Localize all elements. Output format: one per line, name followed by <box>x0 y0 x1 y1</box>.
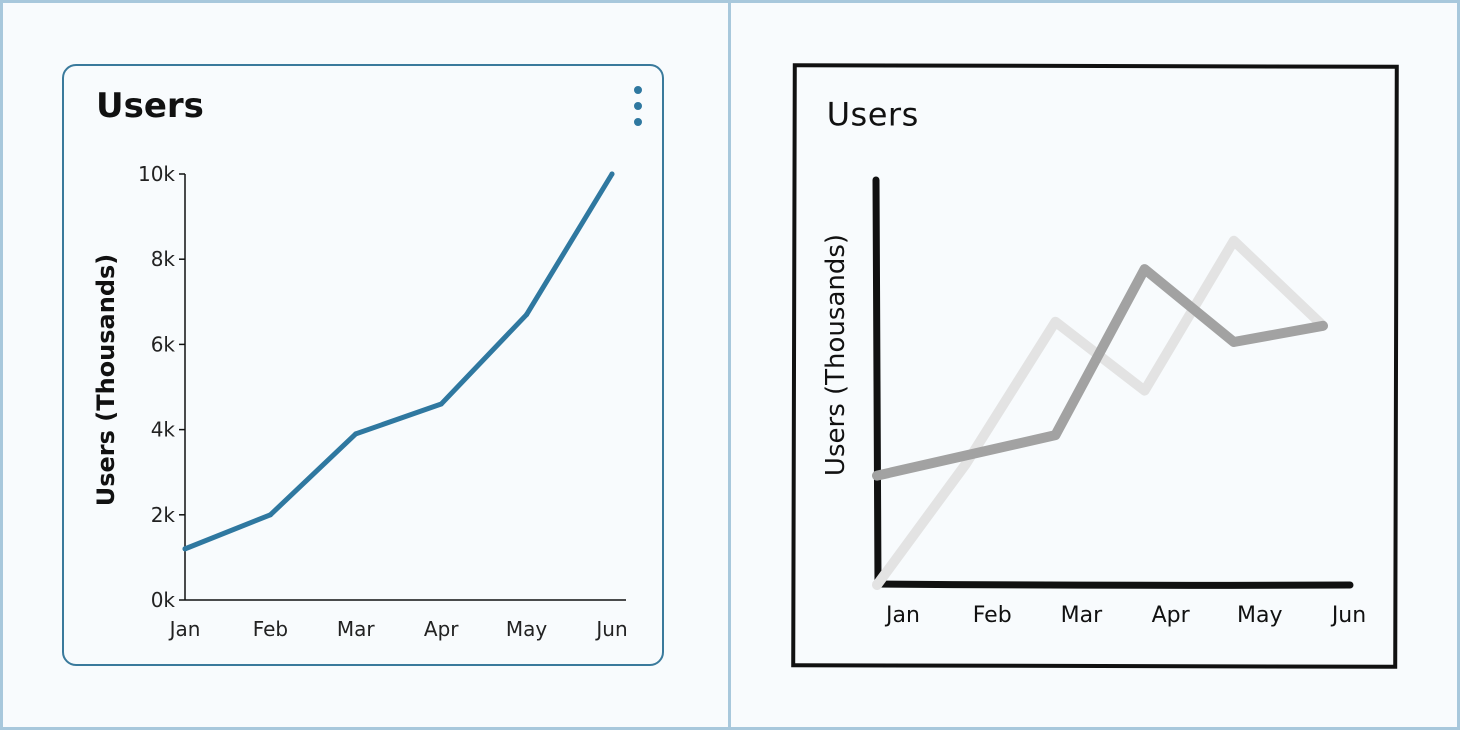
users-chart-card: Users <box>62 64 664 666</box>
sketch-x-tick-label: Mar <box>1061 603 1103 628</box>
sketch-x-tick-label: Jan <box>884 603 920 628</box>
data-point <box>267 512 273 518</box>
x-tick-label: Feb <box>253 617 288 641</box>
x-tick-label: Jan <box>168 617 201 641</box>
data-point <box>524 312 530 318</box>
menu-dot <box>634 118 642 126</box>
x-tick-label: Mar <box>337 617 376 641</box>
series-line <box>182 171 615 552</box>
y-tick-label: 2k <box>151 503 176 527</box>
data-point <box>438 401 444 407</box>
sketch-x-tick-label: Jun <box>1330 603 1366 628</box>
sketch-x-tick-label: Apr <box>1152 603 1191 628</box>
y-axis-label: Users (Thousands) <box>92 254 120 507</box>
x-tick-label: Jun <box>594 617 627 641</box>
y-tick-label: 8k <box>151 247 176 271</box>
data-point <box>353 431 359 437</box>
y-tick-label: 4k <box>151 418 176 442</box>
y-tick-label: 0k <box>151 588 176 612</box>
chart-title: Users <box>96 86 204 126</box>
x-tick-label: Apr <box>424 617 459 641</box>
menu-dot <box>634 86 642 94</box>
sketch-series-line <box>872 264 1328 481</box>
x-tick-label: May <box>506 617 548 641</box>
sketch-x-tick-label: Feb <box>973 603 1012 628</box>
vertical-ellipsis-icon[interactable] <box>630 84 646 128</box>
y-tick-label: 10k <box>138 162 175 186</box>
data-point <box>609 171 615 177</box>
sketch-y-axis <box>872 176 882 589</box>
sketch-series-line <box>872 235 1328 590</box>
data-point <box>182 546 188 552</box>
sketch-y-axis-label: Users (Thousands) <box>821 234 851 476</box>
sketch-x-tick-label: May <box>1237 603 1282 628</box>
panel-divider <box>728 0 731 730</box>
sketch-x-axis <box>872 580 1354 589</box>
y-tick-label: 6k <box>151 332 176 356</box>
menu-dot <box>634 102 642 110</box>
